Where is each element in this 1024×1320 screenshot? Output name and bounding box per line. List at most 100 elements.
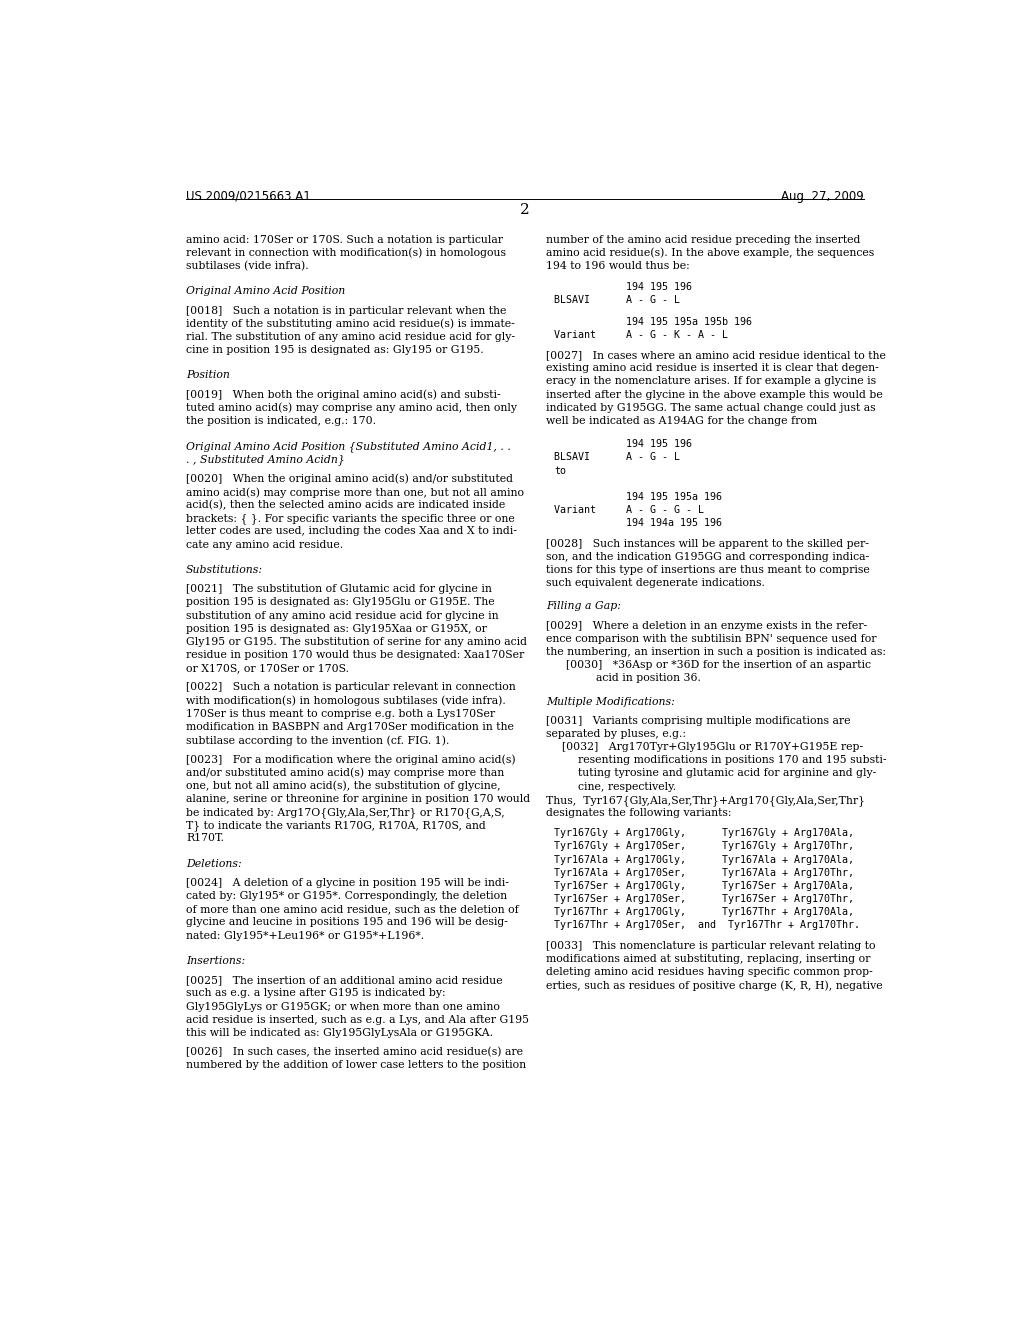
Text: amino acid(s) may comprise more than one, but not all amino: amino acid(s) may comprise more than one… xyxy=(186,487,524,498)
Text: son, and the indication G195GG and corresponding indica-: son, and the indication G195GG and corre… xyxy=(546,552,869,562)
Text: Tyr167Gly + Arg170Ser,      Tyr167Gly + Arg170Thr,: Tyr167Gly + Arg170Ser, Tyr167Gly + Arg17… xyxy=(554,841,854,851)
Text: identity of the substituting amino acid residue(s) is immate-: identity of the substituting amino acid … xyxy=(186,318,515,329)
Text: rial. The substitution of any amino acid residue acid for gly-: rial. The substitution of any amino acid… xyxy=(186,331,515,342)
Text: Variant     A - G - G - L: Variant A - G - G - L xyxy=(554,506,705,515)
Text: US 2009/0215663 A1: US 2009/0215663 A1 xyxy=(186,190,310,203)
Text: existing amino acid residue is inserted it is clear that degen-: existing amino acid residue is inserted … xyxy=(546,363,879,374)
Text: position 195 is designated as: Gly195Xaa or G195X, or: position 195 is designated as: Gly195Xaa… xyxy=(186,624,486,634)
Text: erties, such as residues of positive charge (K, R, H), negative: erties, such as residues of positive cha… xyxy=(546,981,883,991)
Text: 194 195 195a 195b 196: 194 195 195a 195b 196 xyxy=(554,317,753,327)
Text: Original Amino Acid Position: Original Amino Acid Position xyxy=(186,286,345,296)
Text: T} to indicate the variants R170G, R170A, R170S, and: T} to indicate the variants R170G, R170A… xyxy=(186,820,485,832)
Text: separated by pluses, e.g.:: separated by pluses, e.g.: xyxy=(546,729,686,739)
Text: [0031]   Variants comprising multiple modifications are: [0031] Variants comprising multiple modi… xyxy=(546,715,851,726)
Text: tions for this type of insertions are thus meant to comprise: tions for this type of insertions are th… xyxy=(546,565,870,574)
Text: eracy in the nomenclature arises. If for example a glycine is: eracy in the nomenclature arises. If for… xyxy=(546,376,877,387)
Text: R170T.: R170T. xyxy=(186,833,224,843)
Text: Thus,  Tyr167{Gly,Ala,Ser,Thr}+Arg170{Gly,Ala,Ser,Thr}: Thus, Tyr167{Gly,Ala,Ser,Thr}+Arg170{Gly… xyxy=(546,795,865,805)
Text: Tyr167Ala + Arg170Gly,      Tyr167Ala + Arg170Ala,: Tyr167Ala + Arg170Gly, Tyr167Ala + Arg17… xyxy=(554,854,854,865)
Text: position 195 is designated as: Gly195Glu or G195E. The: position 195 is designated as: Gly195Glu… xyxy=(186,598,495,607)
Text: such as e.g. a lysine after G195 is indicated by:: such as e.g. a lysine after G195 is indi… xyxy=(186,989,445,998)
Text: numbered by the addition of lower case letters to the position: numbered by the addition of lower case l… xyxy=(186,1060,526,1071)
Text: [0029]   Where a deletion in an enzyme exists in the refer-: [0029] Where a deletion in an enzyme exi… xyxy=(546,620,867,631)
Text: [0025]   The insertion of an additional amino acid residue: [0025] The insertion of an additional am… xyxy=(186,975,503,985)
Text: or X170S, or 170Ser or 170S.: or X170S, or 170Ser or 170S. xyxy=(186,663,349,673)
Text: inserted after the glycine in the above example this would be: inserted after the glycine in the above … xyxy=(546,389,883,400)
Text: nated: Gly195*+Leu196* or G195*+L196*.: nated: Gly195*+Leu196* or G195*+L196*. xyxy=(186,931,424,941)
Text: Aug. 27, 2009: Aug. 27, 2009 xyxy=(781,190,863,203)
Text: Position: Position xyxy=(186,371,229,380)
Text: Tyr167Thr + Arg170Ser,  and  Tyr167Thr + Arg170Thr.: Tyr167Thr + Arg170Ser, and Tyr167Thr + A… xyxy=(554,920,860,931)
Text: [0030]   *36Asp or *36D for the insertion of an aspartic: [0030] *36Asp or *36D for the insertion … xyxy=(566,660,871,671)
Text: subtilases (vide infra).: subtilases (vide infra). xyxy=(186,261,308,272)
Text: of more than one amino acid residue, such as the deletion of: of more than one amino acid residue, suc… xyxy=(186,904,519,915)
Text: . , Substituted Amino Acidn}: . , Substituted Amino Acidn} xyxy=(186,454,345,466)
Text: be indicated by: Arg17O{Gly,Ala,Ser,Thr} or R170{G,A,S,: be indicated by: Arg17O{Gly,Ala,Ser,Thr}… xyxy=(186,807,505,818)
Text: BLSAVI      A - G - L: BLSAVI A - G - L xyxy=(554,453,680,462)
Text: the position is indicated, e.g.: 170.: the position is indicated, e.g.: 170. xyxy=(186,416,376,426)
Text: ence comparison with the subtilisin BPN' sequence used for: ence comparison with the subtilisin BPN'… xyxy=(546,634,877,644)
Text: resenting modifications in positions 170 and 195 substi-: resenting modifications in positions 170… xyxy=(578,755,887,766)
Text: designates the following variants:: designates the following variants: xyxy=(546,808,732,818)
Text: [0027]   In cases where an amino acid residue identical to the: [0027] In cases where an amino acid resi… xyxy=(546,350,886,360)
Text: cate any amino acid residue.: cate any amino acid residue. xyxy=(186,540,343,549)
Text: substitution of any amino acid residue acid for glycine in: substitution of any amino acid residue a… xyxy=(186,611,499,620)
Text: this will be indicated as: Gly195GlyLysAla or G195GKA.: this will be indicated as: Gly195GlyLysA… xyxy=(186,1028,493,1038)
Text: [0028]   Such instances will be apparent to the skilled per-: [0028] Such instances will be apparent t… xyxy=(546,539,869,549)
Text: Tyr167Ser + Arg170Ser,      Tyr167Ser + Arg170Thr,: Tyr167Ser + Arg170Ser, Tyr167Ser + Arg17… xyxy=(554,894,854,904)
Text: cated by: Gly195* or G195*. Correspondingly, the deletion: cated by: Gly195* or G195*. Correspondin… xyxy=(186,891,507,902)
Text: alanine, serine or threonine for arginine in position 170 would: alanine, serine or threonine for arginin… xyxy=(186,793,530,804)
Text: 194 to 196 would thus be:: 194 to 196 would thus be: xyxy=(546,261,690,271)
Text: 194 195 196: 194 195 196 xyxy=(554,282,692,292)
Text: one, but not all amino acid(s), the substitution of glycine,: one, but not all amino acid(s), the subs… xyxy=(186,780,501,791)
Text: and/or substituted amino acid(s) may comprise more than: and/or substituted amino acid(s) may com… xyxy=(186,767,504,777)
Text: brackets: { }. For specific variants the specific three or one: brackets: { }. For specific variants the… xyxy=(186,513,515,524)
Text: [0018]   Such a notation is in particular relevant when the: [0018] Such a notation is in particular … xyxy=(186,305,506,315)
Text: 194 194a 195 196: 194 194a 195 196 xyxy=(554,519,722,528)
Text: Gly195GlyLys or G195GK; or when more than one amino: Gly195GlyLys or G195GK; or when more tha… xyxy=(186,1002,500,1011)
Text: such equivalent degenerate indications.: such equivalent degenerate indications. xyxy=(546,578,765,587)
Text: [0024]   A deletion of a glycine in position 195 will be indi-: [0024] A deletion of a glycine in positi… xyxy=(186,878,509,888)
Text: relevant in connection with modification(s) in homologous: relevant in connection with modification… xyxy=(186,248,506,259)
Text: Tyr167Ser + Arg170Gly,      Tyr167Ser + Arg170Ala,: Tyr167Ser + Arg170Gly, Tyr167Ser + Arg17… xyxy=(554,880,854,891)
Text: 170Ser is thus meant to comprise e.g. both a Lys170Ser: 170Ser is thus meant to comprise e.g. bo… xyxy=(186,709,495,719)
Text: amino acid residue(s). In the above example, the sequences: amino acid residue(s). In the above exam… xyxy=(546,248,874,259)
Text: Filling a Gap:: Filling a Gap: xyxy=(546,602,622,611)
Text: 2: 2 xyxy=(520,203,529,216)
Text: BLSAVI      A - G - L: BLSAVI A - G - L xyxy=(554,296,680,305)
Text: acid in position 36.: acid in position 36. xyxy=(582,673,700,684)
Text: letter codes are used, including the codes Xaa and X to indi-: letter codes are used, including the cod… xyxy=(186,527,517,536)
Text: residue in position 170 would thus be designated: Xaa170Ser: residue in position 170 would thus be de… xyxy=(186,649,524,660)
Text: the numbering, an insertion in such a position is indicated as:: the numbering, an insertion in such a po… xyxy=(546,647,886,657)
Text: glycine and leucine in positions 195 and 196 will be desig-: glycine and leucine in positions 195 and… xyxy=(186,917,508,928)
Text: [0022]   Such a notation is particular relevant in connection: [0022] Such a notation is particular rel… xyxy=(186,682,516,693)
Text: Tyr167Ala + Arg170Ser,      Tyr167Ala + Arg170Thr,: Tyr167Ala + Arg170Ser, Tyr167Ala + Arg17… xyxy=(554,867,854,878)
Text: well be indicated as A194AG for the change from: well be indicated as A194AG for the chan… xyxy=(546,416,817,426)
Text: Substitutions:: Substitutions: xyxy=(186,565,263,576)
Text: cine in position 195 is designated as: Gly195 or G195.: cine in position 195 is designated as: G… xyxy=(186,345,483,355)
Text: amino acid: 170Ser or 170S. Such a notation is particular: amino acid: 170Ser or 170S. Such a notat… xyxy=(186,235,503,244)
Text: deleting amino acid residues having specific common prop-: deleting amino acid residues having spec… xyxy=(546,968,873,977)
Text: 194 195 195a 196: 194 195 195a 196 xyxy=(554,492,722,502)
Text: indicated by G195GG. The same actual change could just as: indicated by G195GG. The same actual cha… xyxy=(546,403,876,413)
Text: with modification(s) in homologous subtilases (vide infra).: with modification(s) in homologous subti… xyxy=(186,696,506,706)
Text: Original Amino Acid Position {Substituted Amino Acid1, . .: Original Amino Acid Position {Substitute… xyxy=(186,441,511,453)
Text: acid(s), then the selected amino acids are indicated inside: acid(s), then the selected amino acids a… xyxy=(186,500,505,511)
Text: [0033]   This nomenclature is particular relevant relating to: [0033] This nomenclature is particular r… xyxy=(546,941,876,950)
Text: [0023]   For a modification where the original amino acid(s): [0023] For a modification where the orig… xyxy=(186,754,515,764)
Text: to: to xyxy=(554,466,566,475)
Text: Deletions:: Deletions: xyxy=(186,859,242,869)
Text: Tyr167Thr + Arg170Gly,      Tyr167Thr + Arg170Ala,: Tyr167Thr + Arg170Gly, Tyr167Thr + Arg17… xyxy=(554,907,854,917)
Text: 194 195 196: 194 195 196 xyxy=(554,440,692,449)
Text: Tyr167Gly + Arg170Gly,      Tyr167Gly + Arg170Ala,: Tyr167Gly + Arg170Gly, Tyr167Gly + Arg17… xyxy=(554,828,854,838)
Text: [0020]   When the original amino acid(s) and/or substituted: [0020] When the original amino acid(s) a… xyxy=(186,474,513,484)
Text: subtilase according to the invention (cf. FIG. 1).: subtilase according to the invention (cf… xyxy=(186,735,450,746)
Text: [0021]   The substitution of Glutamic acid for glycine in: [0021] The substitution of Glutamic acid… xyxy=(186,585,492,594)
Text: acid residue is inserted, such as e.g. a Lys, and Ala after G195: acid residue is inserted, such as e.g. a… xyxy=(186,1015,529,1024)
Text: Gly195 or G195. The substitution of serine for any amino acid: Gly195 or G195. The substitution of seri… xyxy=(186,636,527,647)
Text: [0019]   When both the original amino acid(s) and substi-: [0019] When both the original amino acid… xyxy=(186,389,501,400)
Text: number of the amino acid residue preceding the inserted: number of the amino acid residue precedi… xyxy=(546,235,860,244)
Text: [0032]   Arg170Tyr+Gly195Glu or R170Y+G195E rep-: [0032] Arg170Tyr+Gly195Glu or R170Y+G195… xyxy=(562,742,863,752)
Text: tuting tyrosine and glutamic acid for arginine and gly-: tuting tyrosine and glutamic acid for ar… xyxy=(578,768,877,779)
Text: modification in BASBPN and Arg170Ser modification in the: modification in BASBPN and Arg170Ser mod… xyxy=(186,722,514,733)
